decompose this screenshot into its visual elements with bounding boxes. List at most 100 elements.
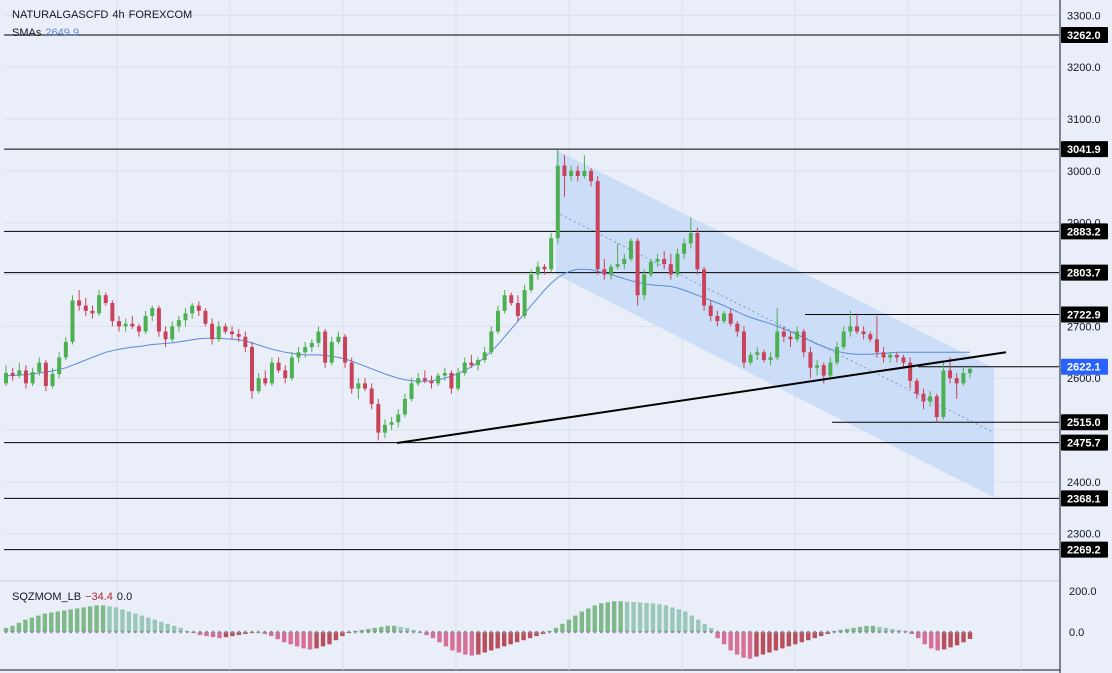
candle-body [668,264,673,275]
momentum-bar [573,615,578,632]
candle [283,365,288,384]
squeeze-dot [82,630,85,634]
momentum-bar [236,632,242,636]
momentum-bar [644,602,649,632]
momentum-bar [404,627,410,632]
candle-body [555,165,560,239]
momentum-bar [495,632,500,649]
momentum-bar [527,632,533,639]
squeeze-dot [192,630,195,634]
candle-body [409,383,414,399]
momentum-bar [16,622,22,632]
momentum-bar [579,611,585,632]
squeeze-dot [884,630,888,634]
momentum-bar [793,632,798,645]
squeeze-dot [567,630,571,634]
squeeze-dot [781,630,784,634]
candle-body [136,326,141,332]
candle [43,360,48,392]
candle [948,357,953,384]
candle-body [203,310,208,324]
squeeze-dot [211,630,215,634]
candle [10,367,15,381]
momentum-bar [663,605,669,632]
candle [436,372,441,386]
momentum-bar [780,632,785,649]
horizontal-levels [4,34,1059,551]
momentum-bar [366,628,371,632]
candle [389,417,394,431]
candle [110,300,115,327]
momentum-bar [928,632,934,649]
candle [808,347,813,379]
momentum-bar [320,632,326,647]
candle-body [123,323,128,327]
squeeze-dot [832,630,836,634]
momentum-bar [877,626,882,632]
candle-body [176,320,181,327]
indicator-legend[interactable]: SQZMOM_LB −34.4 0.0 [12,591,136,603]
candle [123,318,128,332]
momentum-bar [521,632,526,641]
candle [535,261,540,280]
momentum-bar [398,626,403,632]
candle [449,370,454,394]
candle [30,367,35,386]
squeeze-dot [43,630,47,634]
price-level-text: 2515.0 [1067,417,1101,429]
momentum-bar [883,627,889,632]
momentum-bar [152,619,158,632]
candle-body [63,341,68,358]
momentum-bar [159,621,164,632]
price-tick-label: 3100.0 [1067,114,1101,126]
squeeze-dot [858,630,862,634]
candle-body [928,396,933,402]
momentum-bar [773,632,779,651]
candle [615,243,620,270]
interval-label[interactable]: 4h [112,9,125,21]
symbol-name[interactable]: NATURALGASCFD [12,9,109,21]
squeeze-dot [548,630,551,634]
squeeze-dot [561,630,564,634]
squeeze-dot [651,630,655,634]
candle-body [635,240,640,296]
candle [316,326,321,348]
squeeze-dot [800,630,803,634]
candle-body [323,331,328,363]
momentum-bar [818,632,824,637]
candle [429,375,434,389]
indicator-value-2: 0.0 [116,591,133,603]
price-level-tag [1061,541,1108,558]
squeeze-dot [24,630,27,634]
candle-body [815,365,820,368]
squeeze-dot [295,630,299,634]
momentum-bar [217,632,222,639]
candle-body [57,357,62,375]
squeeze-dot [684,630,687,634]
momentum-bar [172,625,177,632]
candle [722,310,727,324]
price-tick-label: 2300.0 [1067,529,1101,541]
momentum-bar [618,601,623,632]
price-level-label: 2475.7 [1061,434,1108,451]
squeeze-dot [147,630,150,634]
momentum-bar [139,615,145,632]
momentum-bar [327,632,332,645]
squeeze-dot [308,630,312,634]
squeeze-dot [955,630,959,634]
price-level-label: 2269.2 [1061,541,1108,558]
candle-body [230,331,235,335]
candle-body [236,334,241,337]
momentum-bar [74,608,80,632]
sma-legend[interactable]: SMAs 2649.9 [12,27,83,39]
candle-body [170,326,175,340]
price-level-label: 3262.0 [1061,27,1108,43]
candle [655,253,660,267]
momentum-bar [42,613,48,632]
candle-body [595,181,600,270]
candle-body [535,266,540,275]
candle [469,354,474,368]
momentum-bar [55,611,60,632]
